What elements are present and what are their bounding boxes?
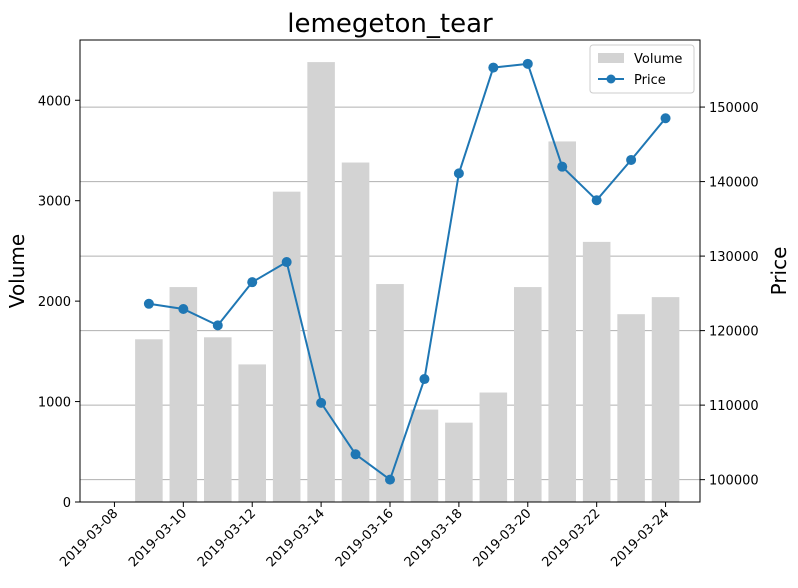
- volume-bar-2019-03-15: [341, 162, 370, 502]
- price-point-2019-03-22: [591, 195, 602, 206]
- volume-bar-2019-03-16: [376, 284, 404, 502]
- price-point-2019-03-10: [178, 304, 189, 315]
- volume-bar-2019-03-22: [582, 241, 611, 503]
- y-tick-label-0: 0: [63, 496, 71, 511]
- x-tick-label-2019-03-20: 2019-03-20: [471, 506, 535, 570]
- x-tick-label-2019-03-12: 2019-03-12: [195, 506, 259, 570]
- chart-title: lemegeton_tear: [287, 9, 493, 39]
- volume-bar-2019-03-14: [307, 62, 335, 503]
- y-tick-label-4000: 4000: [38, 94, 71, 109]
- y-axis-left-ticks: 0 1000 2000 3000 4000: [38, 94, 80, 511]
- y2-tick-label-110000: 110000: [709, 399, 759, 414]
- y-axis-right-label: Price: [767, 247, 791, 296]
- y-axis-right-ticks: 100000 110000 120000 130000 140000 150000: [700, 101, 759, 489]
- volume-bar-2019-03-19: [479, 392, 508, 502]
- volume-bar-2019-03-10: [169, 287, 198, 502]
- y2-tick-label-150000: 150000: [709, 101, 759, 116]
- x-tick-label-2019-03-24: 2019-03-24: [608, 506, 672, 570]
- legend-volume-label: Volume: [634, 52, 682, 67]
- price-point-2019-03-20: [522, 58, 533, 69]
- price-point-2019-03-23: [626, 154, 637, 165]
- legend-volume-swatch: [598, 53, 624, 63]
- volume-bar-2019-03-20: [514, 287, 542, 502]
- price-point-2019-03-19: [488, 62, 499, 73]
- price-point-2019-03-17: [419, 374, 430, 385]
- y2-tick-label-130000: 130000: [709, 250, 759, 265]
- x-tick-label-2019-03-22: 2019-03-22: [539, 506, 603, 570]
- price-point-2019-03-16: [385, 474, 395, 485]
- volume-bar-2019-03-18: [445, 422, 473, 502]
- price-line-series: [143, 58, 671, 485]
- volume-bar-2019-03-13: [272, 191, 301, 502]
- volume-bars: [135, 62, 680, 503]
- price-line: [148, 62, 667, 482]
- x-tick-label-2019-03-18: 2019-03-18: [402, 506, 466, 570]
- x-tick-label-2019-03-16: 2019-03-16: [333, 506, 397, 570]
- volume-bar-2019-03-09: [135, 339, 163, 502]
- price-point-2019-03-09: [143, 298, 154, 309]
- price-point-2019-03-13: [281, 257, 292, 268]
- legend: Volume Price: [589, 44, 695, 94]
- legend-price-label: Price: [634, 73, 666, 88]
- price-point-2019-03-21: [557, 161, 568, 172]
- legend-price-marker: [606, 74, 616, 84]
- price-point-2019-03-12: [247, 277, 258, 288]
- volume-bar-2019-03-24: [651, 297, 680, 502]
- y-axis-left-label: Volume: [5, 234, 29, 308]
- y2-tick-label-120000: 120000: [709, 325, 759, 340]
- price-point-2019-03-24: [660, 113, 671, 124]
- y2-tick-label-140000: 140000: [709, 176, 759, 191]
- volume-bar-2019-03-21: [548, 141, 576, 502]
- volume-bar-2019-03-12: [238, 364, 266, 502]
- x-tick-label-2019-03-08: 2019-03-08: [57, 506, 121, 570]
- y-tick-label-3000: 3000: [38, 195, 71, 210]
- volume-bar-2019-03-11: [204, 337, 232, 502]
- price-point-2019-03-18: [453, 168, 464, 179]
- y-tick-label-2000: 2000: [38, 295, 71, 310]
- y2-tick-label-100000: 100000: [709, 474, 759, 489]
- x-tick-label-2019-03-14: 2019-03-14: [264, 506, 328, 570]
- y-tick-label-1000: 1000: [38, 396, 71, 411]
- price-point-2019-03-14: [316, 397, 327, 408]
- volume-bar-2019-03-17: [410, 409, 439, 502]
- price-point-2019-03-15: [350, 449, 361, 460]
- price-point-2019-03-11: [212, 320, 223, 331]
- x-tick-label-2019-03-10: 2019-03-10: [126, 506, 190, 570]
- volume-bar-2019-03-23: [617, 314, 645, 502]
- x-axis-ticks: 2019-03-08 2019-03-10 2019-03-12 2019-03-14…: [57, 502, 672, 570]
